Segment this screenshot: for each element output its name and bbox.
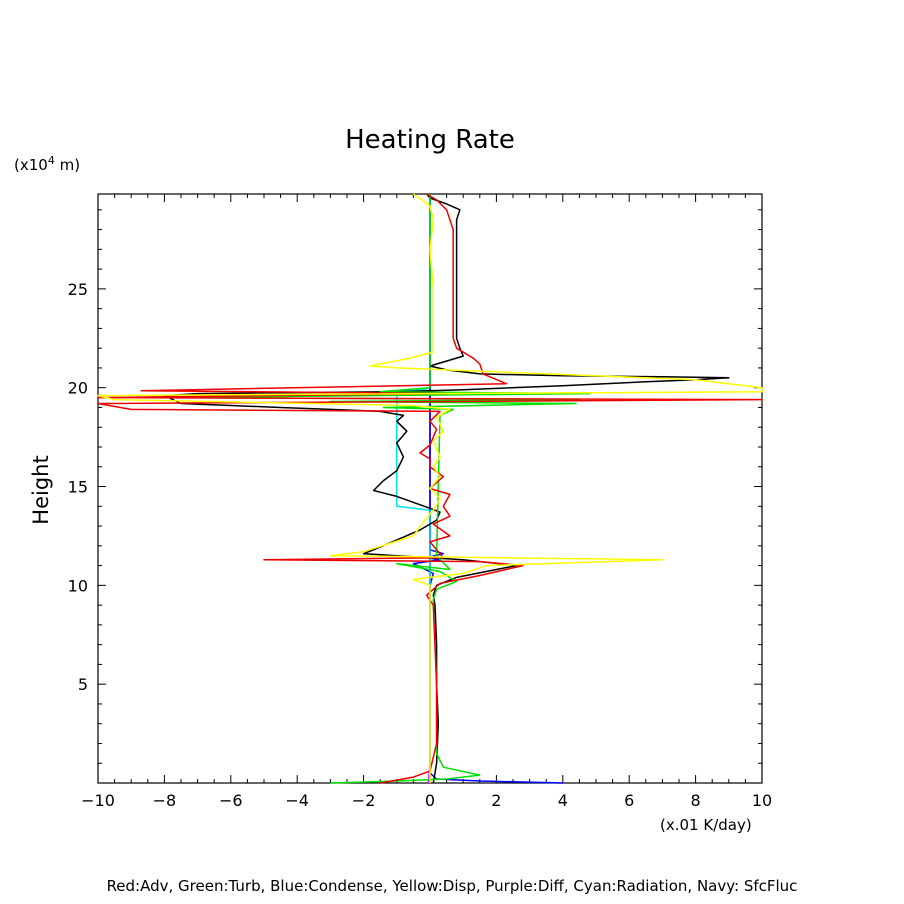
x-tick-label: −8 bbox=[153, 791, 177, 810]
legend-text: Red:Adv, Green:Turb, Blue:Condense, Yell… bbox=[107, 877, 798, 895]
series-line-yellow bbox=[97, 193, 763, 783]
x-unit-label: (x.01 K/day) bbox=[660, 816, 752, 834]
series-line-black bbox=[163, 193, 730, 784]
plot-area bbox=[97, 193, 763, 784]
series-line-red bbox=[97, 193, 763, 784]
x-tick-label: 2 bbox=[491, 791, 501, 810]
y-tick-label: 15 bbox=[68, 478, 88, 497]
y-tick-label: 5 bbox=[78, 675, 88, 694]
x-tick-label: 6 bbox=[624, 791, 634, 810]
x-tick-label: 4 bbox=[558, 791, 568, 810]
y-tick-label: 20 bbox=[68, 379, 88, 398]
x-tick-label: −6 bbox=[219, 791, 243, 810]
x-tick-label: −10 bbox=[81, 791, 115, 810]
series-line-green bbox=[163, 194, 591, 784]
chart-title: Heating Rate bbox=[345, 125, 515, 155]
y-tick-labels: 5 10 15 20 25 bbox=[68, 280, 88, 694]
series-line-cyan bbox=[396, 194, 431, 783]
y-tick-label: 10 bbox=[68, 576, 88, 595]
x-tick-label: −4 bbox=[285, 791, 309, 810]
axis-ticks bbox=[97, 194, 763, 783]
y-axis-label: Height bbox=[29, 455, 53, 524]
series-layer bbox=[97, 193, 763, 784]
y-tick-label: 25 bbox=[68, 280, 88, 299]
y-unit-label: (x104 m) bbox=[14, 154, 80, 174]
x-tick-labels: −10 −8 −6 −4 −2 0 2 4 6 8 10 bbox=[81, 791, 772, 810]
x-tick-label: 0 bbox=[425, 791, 435, 810]
x-tick-label: 10 bbox=[752, 791, 772, 810]
series-line-blue bbox=[412, 194, 563, 784]
x-tick-label: −2 bbox=[352, 791, 376, 810]
x-tick-label: 8 bbox=[691, 791, 701, 810]
